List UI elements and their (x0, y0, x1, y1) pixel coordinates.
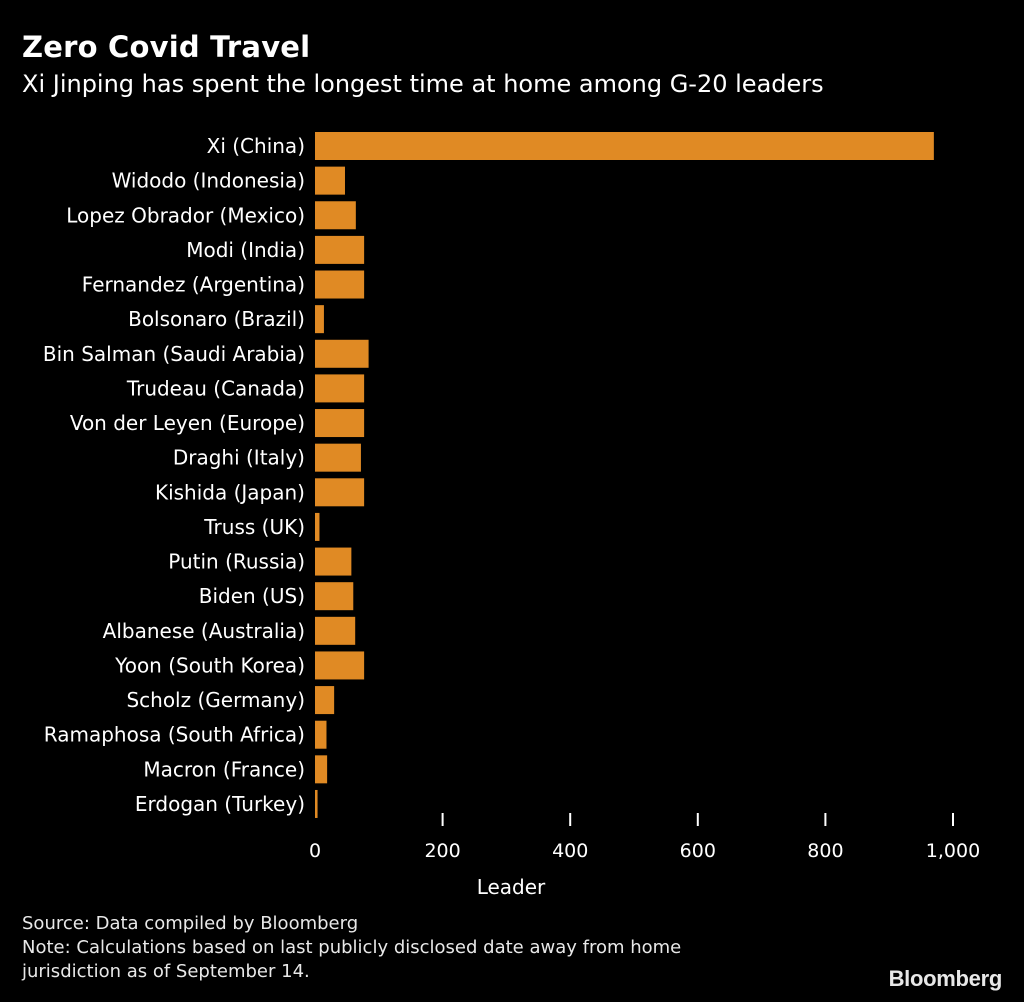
category-labels: Xi (China) Widodo (Indonesia) Lopez Obrado… (43, 134, 305, 816)
bar (315, 616, 356, 645)
category-label: Lopez Obrador (Mexico) (66, 203, 305, 227)
category-label: Biden (US) (199, 584, 305, 608)
bar (315, 166, 345, 195)
bar (315, 443, 361, 472)
bar (315, 409, 365, 438)
x-axis: 0 200 400 600 800 1,000 (309, 813, 980, 862)
bar (315, 582, 354, 611)
category-label: Bin Salman (Saudi Arabia) (43, 342, 305, 366)
bar (315, 305, 324, 334)
bar (315, 201, 356, 230)
bar (315, 270, 365, 299)
x-tick-label: 800 (807, 840, 843, 862)
bar (315, 339, 369, 368)
bar (315, 686, 335, 715)
bloomberg-logo: Bloomberg (888, 966, 1003, 991)
source-note: Source: Data compiled by Bloomberg (22, 913, 359, 934)
bar (315, 132, 934, 160)
x-tick-label: 0 (309, 840, 321, 862)
category-label: Modi (India) (186, 238, 305, 262)
bar (315, 651, 365, 680)
category-label: Erdogan (Turkey) (135, 792, 305, 816)
category-label: Yoon (South Korea) (114, 653, 305, 677)
bar (315, 755, 328, 784)
category-label: Scholz (Germany) (126, 688, 305, 712)
x-tick-label: 1,000 (926, 840, 980, 862)
category-label: Draghi (Italy) (173, 446, 305, 470)
category-label: Trudeau (Canada) (126, 376, 305, 400)
category-label: Macron (France) (143, 757, 305, 781)
category-label: Putin (Russia) (168, 550, 305, 574)
chart-subtitle: Xi Jinping has spent the longest time at… (22, 70, 824, 98)
bar (315, 720, 327, 749)
x-tick-label: 600 (680, 840, 716, 862)
bar (315, 374, 365, 403)
bar (315, 235, 365, 264)
category-label: Widodo (Indonesia) (112, 169, 305, 193)
bar (315, 547, 352, 576)
category-label: Bolsonaro (Brazil) (128, 307, 305, 331)
bar (315, 789, 318, 818)
x-tick-label: 400 (552, 840, 588, 862)
bar (315, 512, 320, 541)
x-tick-label: 200 (424, 840, 460, 862)
category-label: Albanese (Australia) (103, 619, 305, 643)
category-label: Xi (China) (207, 134, 305, 158)
calculation-note-continued: jurisdiction as of September 14. (22, 961, 310, 982)
category-label: Truss (UK) (203, 515, 305, 539)
category-label: Kishida (Japan) (155, 480, 305, 504)
category-label: Von der Leyen (Europe) (70, 411, 305, 435)
chart-title: Zero Covid Travel (22, 30, 311, 64)
bars (315, 132, 934, 818)
category-label: Fernandez (Argentina) (82, 273, 305, 297)
bar-chart: Xi (China) Widodo (Indonesia) Lopez Obrado… (43, 132, 980, 899)
calculation-note: Note: Calculations based on last publicl… (22, 937, 682, 958)
bar (315, 478, 365, 507)
chart-footer: Source: Data compiled by Bloomberg Note:… (22, 912, 681, 984)
category-label: Ramaphosa (South Africa) (44, 723, 305, 747)
x-axis-label: Leader (477, 875, 546, 899)
